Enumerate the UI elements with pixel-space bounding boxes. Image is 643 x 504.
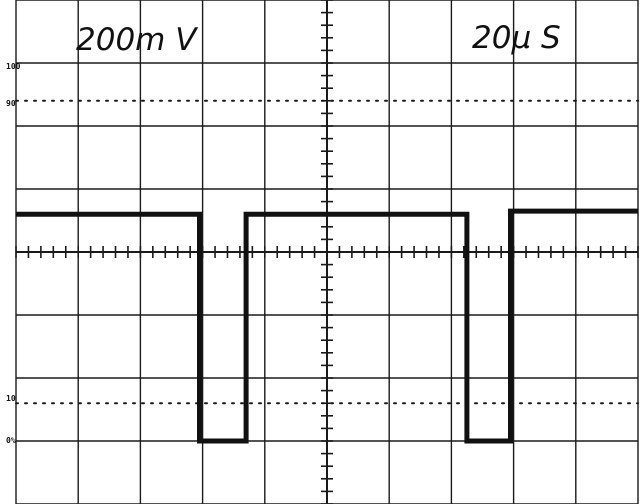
time-per-division-label: 20µ S <box>472 20 561 56</box>
reference-label-90: 90 <box>6 99 16 108</box>
center-axes <box>15 0 639 504</box>
waveform-trace <box>16 208 638 444</box>
reference-label-10: 10 <box>6 394 16 403</box>
reference-label-100: 100 <box>6 62 21 71</box>
volts-per-division-label: 200m V <box>76 22 197 58</box>
reference-label-0: 0% <box>6 436 16 445</box>
square-wave-trace <box>16 208 638 444</box>
